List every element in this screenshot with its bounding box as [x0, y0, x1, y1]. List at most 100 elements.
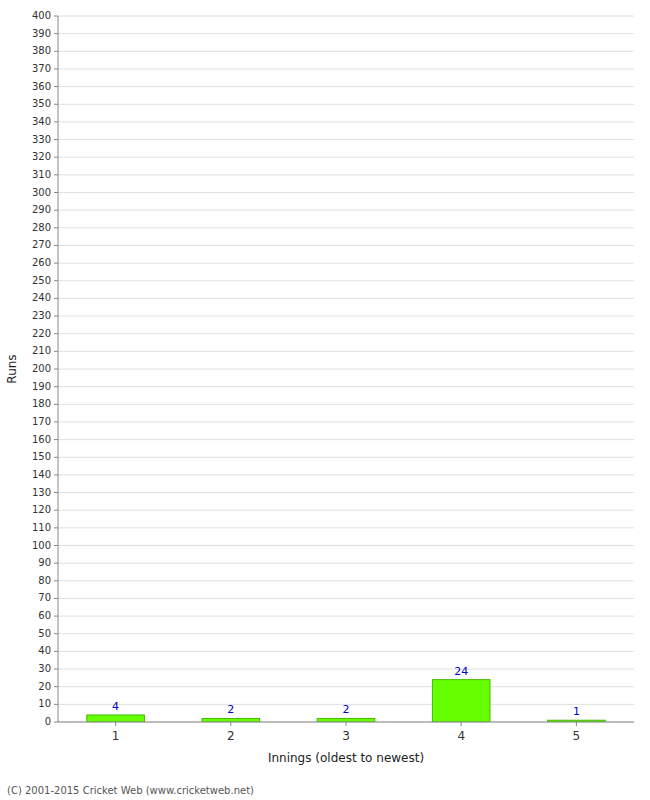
grid-line — [58, 192, 634, 193]
grid-line — [58, 510, 634, 511]
data-labels: 422241 — [112, 665, 580, 719]
y-tick — [54, 210, 58, 211]
y-tick-label: 180 — [32, 398, 51, 409]
y-tick-label: 260 — [32, 257, 51, 268]
grid-line — [58, 263, 634, 264]
x-tick — [346, 722, 347, 726]
y-tick-label: 140 — [32, 469, 51, 480]
y-tick — [54, 316, 58, 317]
grid-line — [58, 298, 634, 299]
y-tick-label: 330 — [32, 134, 51, 145]
data-label: 1 — [573, 705, 580, 718]
y-tick — [54, 527, 58, 528]
y-tick-label: 100 — [32, 540, 51, 551]
grid-line — [58, 386, 634, 387]
grid-line — [58, 633, 634, 634]
bar — [202, 718, 260, 722]
y-tick — [54, 104, 58, 105]
grid-line — [58, 121, 634, 122]
grid-line — [58, 174, 634, 175]
y-tick — [54, 421, 58, 422]
grid-line — [58, 527, 634, 528]
y-axis: 0102030405060708090100110120130140150160… — [32, 10, 58, 727]
y-tick — [54, 298, 58, 299]
y-tick — [54, 492, 58, 493]
y-tick — [54, 510, 58, 511]
y-tick-label: 350 — [32, 98, 51, 109]
grid-line — [58, 457, 634, 458]
bars — [87, 680, 605, 722]
y-tick-label: 230 — [32, 310, 51, 321]
grid-line — [58, 316, 634, 317]
y-tick — [54, 86, 58, 87]
y-tick — [54, 404, 58, 405]
bar — [317, 718, 375, 722]
y-tick-label: 120 — [32, 504, 51, 515]
y-tick — [54, 580, 58, 581]
y-tick — [54, 598, 58, 599]
grid-line — [58, 227, 634, 228]
x-tick-label: 2 — [227, 729, 235, 743]
y-tick — [54, 245, 58, 246]
grid-line — [58, 245, 634, 246]
y-tick-label: 90 — [38, 557, 51, 568]
chart-svg: 0102030405060708090100110120130140150160… — [0, 0, 650, 800]
y-tick — [54, 563, 58, 564]
y-tick — [54, 121, 58, 122]
x-tick-label: 5 — [573, 729, 581, 743]
y-tick — [54, 651, 58, 652]
grid-line — [58, 669, 634, 670]
y-tick — [54, 333, 58, 334]
y-tick-label: 190 — [32, 381, 51, 392]
footer-note: (C) 2001-2015 Cricket Web (www.cricketwe… — [7, 785, 254, 796]
y-tick — [54, 704, 58, 705]
y-tick — [54, 192, 58, 193]
y-tick-label: 240 — [32, 292, 51, 303]
y-axis-line — [58, 16, 59, 722]
grid-line — [58, 157, 634, 158]
y-tick — [54, 68, 58, 69]
y-tick-label: 150 — [32, 451, 51, 462]
y-tick-label: 270 — [32, 239, 51, 250]
x-tick — [576, 722, 577, 726]
y-tick — [54, 722, 58, 723]
y-tick — [54, 16, 58, 17]
grid-line — [58, 651, 634, 652]
y-tick-label: 300 — [32, 187, 51, 198]
grid — [58, 16, 634, 722]
y-tick-label: 210 — [32, 345, 51, 356]
y-tick-label: 400 — [32, 10, 51, 21]
y-tick-label: 340 — [32, 116, 51, 127]
grid-line — [58, 439, 634, 440]
y-tick — [54, 616, 58, 617]
y-tick-label: 310 — [32, 169, 51, 180]
y-tick-label: 70 — [38, 592, 51, 603]
data-label: 2 — [343, 703, 350, 716]
chart-container: 0102030405060708090100110120130140150160… — [0, 0, 650, 800]
y-tick-label: 220 — [32, 328, 51, 339]
grid-line — [58, 563, 634, 564]
x-tick-label: 1 — [112, 729, 120, 743]
x-tick — [461, 722, 462, 726]
y-tick-label: 0 — [45, 716, 51, 727]
y-tick-label: 20 — [38, 681, 51, 692]
grid-line — [58, 421, 634, 422]
y-tick-label: 80 — [38, 575, 51, 586]
x-tick-label: 4 — [457, 729, 465, 743]
data-label: 2 — [227, 703, 234, 716]
x-tick — [230, 722, 231, 726]
grid-line — [58, 369, 634, 370]
y-tick — [54, 351, 58, 352]
grid-line — [58, 474, 634, 475]
x-axis: 12345 — [58, 722, 634, 743]
y-tick — [54, 474, 58, 475]
y-tick-label: 60 — [38, 610, 51, 621]
grid-line — [58, 492, 634, 493]
y-tick-label: 320 — [32, 151, 51, 162]
y-tick-label: 390 — [32, 28, 51, 39]
grid-line — [58, 580, 634, 581]
y-tick-label: 50 — [38, 628, 51, 639]
grid-line — [58, 686, 634, 687]
y-tick — [54, 545, 58, 546]
y-tick — [54, 669, 58, 670]
